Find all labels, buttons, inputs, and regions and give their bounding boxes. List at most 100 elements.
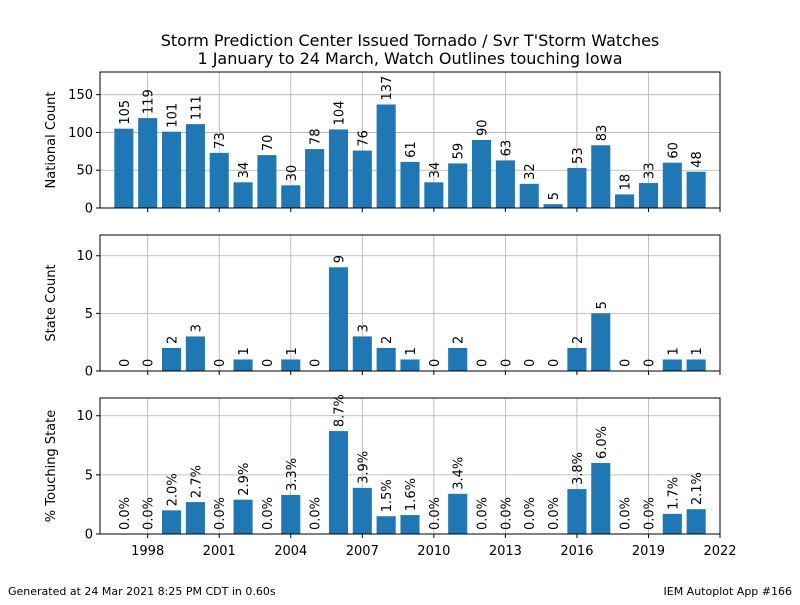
data-label: 3.3%	[285, 458, 300, 491]
data-label: 60	[666, 142, 681, 159]
data-label: 76	[356, 130, 371, 147]
data-label: 0	[499, 359, 514, 367]
data-label: 2	[452, 336, 467, 344]
bar-2004	[281, 185, 301, 208]
data-label: 119	[142, 89, 157, 114]
data-label: 0.0%	[476, 497, 491, 530]
data-label: 0.0%	[619, 497, 634, 530]
bar-2016	[567, 489, 587, 534]
data-label: 0.0%	[523, 497, 538, 530]
data-label: 0	[476, 359, 491, 367]
data-label: 8.7%	[332, 394, 347, 427]
axes-frame	[99, 397, 721, 535]
data-label: 2.1%	[690, 472, 705, 505]
data-label: 70	[261, 135, 276, 152]
data-label: 0	[523, 359, 538, 367]
data-label: 3.8%	[571, 452, 586, 485]
y-axis-label: National Count	[44, 92, 59, 189]
data-label: 1.5%	[380, 479, 395, 512]
footer-generated-text: Generated at 24 Mar 2021 8:25 PM CDT in …	[8, 585, 276, 598]
bar-2021	[686, 359, 706, 371]
data-label: 3.9%	[356, 451, 371, 484]
bar-2012	[472, 140, 492, 208]
bar-2011	[448, 347, 468, 371]
data-label: 63	[499, 140, 514, 157]
bar-2017	[591, 145, 611, 208]
data-label: 1	[666, 347, 681, 355]
data-label: 0.0%	[142, 497, 157, 530]
chart-title-line-1: Storm Prediction Center Issued Tornado /…	[161, 31, 660, 50]
y-tick-label: 5	[85, 468, 93, 483]
data-label: 0.0%	[309, 497, 324, 530]
bar-2008	[376, 104, 396, 208]
axes-frame	[99, 234, 721, 372]
x-tick-label: 2004	[274, 544, 307, 559]
bar-2005	[305, 149, 325, 208]
data-label: 0	[261, 359, 276, 367]
y-axis-label: % Touching State	[44, 410, 59, 522]
bar-2006	[328, 267, 348, 371]
data-label: 2.9%	[237, 463, 252, 496]
data-label: 0	[142, 359, 157, 367]
bar-2006	[328, 431, 348, 534]
x-tick-label: 2013	[489, 544, 522, 559]
data-label: 32	[523, 163, 538, 180]
data-label: 0	[309, 359, 324, 367]
data-label: 61	[404, 141, 419, 158]
bar-2002	[233, 359, 253, 371]
data-label: 1.6%	[404, 478, 419, 511]
data-label: 2	[571, 336, 586, 344]
data-label: 83	[595, 125, 610, 142]
data-label: 2.0%	[166, 473, 181, 506]
bar-2016	[567, 167, 587, 208]
bar-2008	[376, 347, 396, 371]
bar-2020	[662, 359, 682, 371]
bar-2021	[686, 509, 706, 534]
bar-2018	[615, 194, 635, 208]
bar-1999	[162, 131, 182, 208]
bar-2009	[400, 359, 420, 371]
data-label: 0	[547, 359, 562, 367]
bar-2013	[495, 160, 515, 208]
data-label: 2	[166, 336, 181, 344]
y-tick-label: 10	[76, 249, 93, 264]
data-label: 0.0%	[261, 497, 276, 530]
data-label: 0	[642, 359, 657, 367]
data-label: 1	[404, 347, 419, 355]
y-tick-label: 100	[68, 126, 93, 141]
bar-1999	[162, 347, 182, 371]
y-tick-label: 0	[85, 528, 93, 543]
chart-title-line-2: 1 January to 24 March, Watch Outlines to…	[197, 49, 622, 68]
data-label: 1	[237, 347, 252, 355]
bar-2017	[591, 313, 611, 371]
bar-2011	[448, 163, 468, 208]
data-label: 33	[642, 163, 657, 180]
data-label: 1	[690, 347, 705, 355]
x-tick-label: 2001	[203, 544, 236, 559]
data-label: 0.0%	[118, 497, 133, 530]
axes-frame	[99, 71, 721, 209]
data-label: 34	[428, 162, 443, 179]
data-label: 0	[118, 359, 133, 367]
y-tick-label: 5	[85, 307, 93, 322]
bar-2016	[567, 347, 587, 371]
data-label: 0.0%	[547, 497, 562, 530]
data-label: 90	[476, 119, 491, 136]
data-label: 0.0%	[642, 497, 657, 530]
bar-2015	[543, 204, 563, 208]
bar-2007	[352, 150, 372, 208]
data-label: 3	[356, 324, 371, 332]
bar-2001	[209, 152, 229, 208]
bar-2000	[185, 124, 205, 208]
data-label: 59	[452, 143, 467, 160]
data-label: 30	[285, 165, 300, 182]
bar-2002	[233, 182, 253, 208]
data-label: 2.7%	[189, 465, 204, 498]
data-label: 111	[189, 95, 204, 120]
bar-1997	[114, 128, 134, 208]
data-label: 5	[547, 192, 562, 200]
data-label: 0	[619, 359, 634, 367]
data-label: 3	[189, 324, 204, 332]
bar-2007	[352, 336, 372, 371]
